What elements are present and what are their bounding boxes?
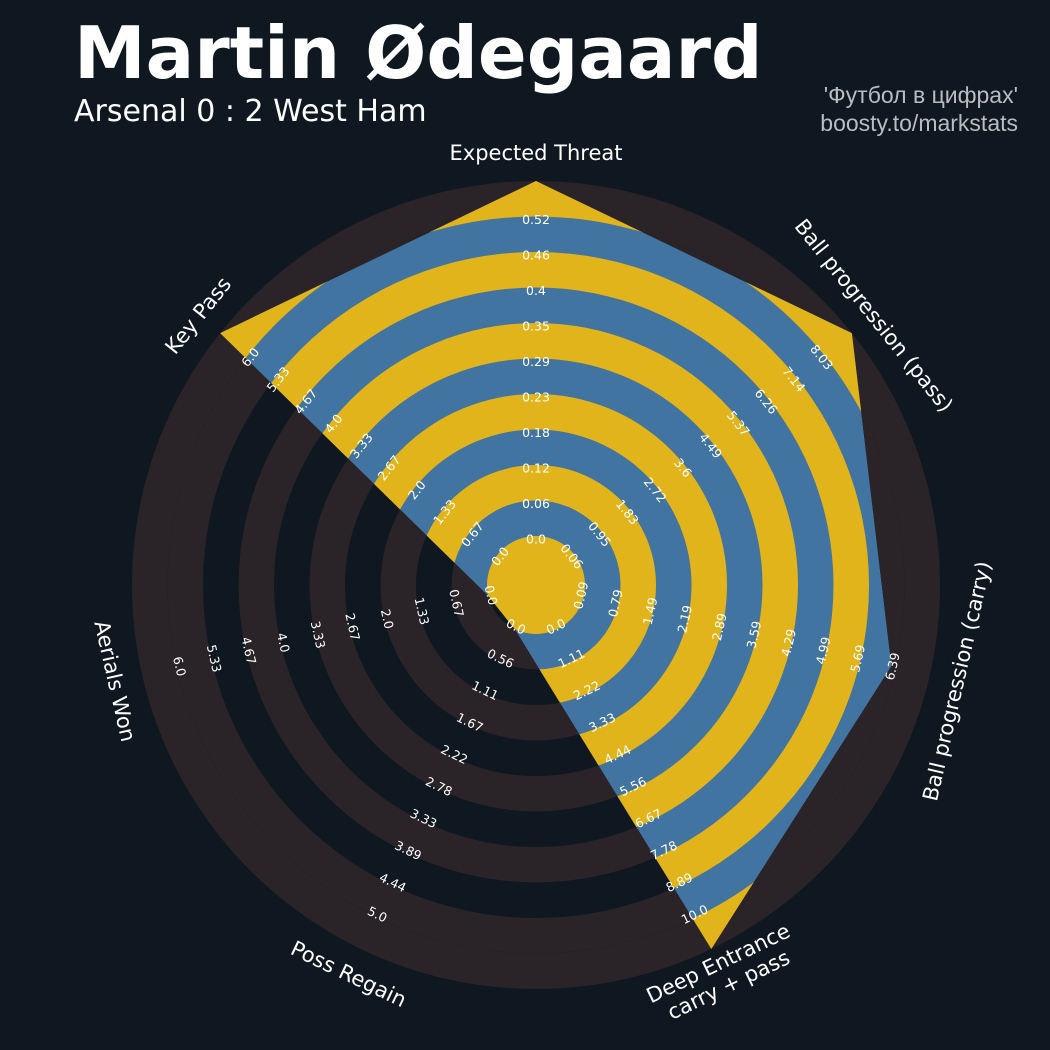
tick-label: 0.18 <box>522 425 550 440</box>
tick-label: 0.29 <box>522 354 550 369</box>
page-title: Martin Ødegaard <box>74 11 763 95</box>
tick-label: 2.19 <box>674 604 695 635</box>
tick-label: 4.0 <box>274 631 293 654</box>
tick-label: 6.39 <box>882 651 903 682</box>
tick-label: 0.12 <box>522 461 550 476</box>
param-label-line: Aerials Won <box>89 618 140 744</box>
param-label: Expected Threat <box>450 141 623 165</box>
tick-label: 0.35 <box>522 319 550 334</box>
tick-label: 1.33 <box>412 596 433 626</box>
tick-label: 0.4 <box>526 283 546 298</box>
tick-label: 0.79 <box>605 588 626 619</box>
tick-label: 2.0 <box>378 608 397 631</box>
tick-label: 5.69 <box>847 643 868 674</box>
tick-label: 0.67 <box>446 588 467 618</box>
tick-label: 4.99 <box>813 635 834 666</box>
tick-label: 0.46 <box>522 248 550 263</box>
player-ring-band <box>487 536 585 634</box>
tick-label: 1.49 <box>640 596 661 627</box>
match-subtitle: Arsenal 0 : 2 West Ham <box>74 94 427 129</box>
tick-label: 4.67 <box>238 635 259 665</box>
tick-label: 5.33 <box>204 643 225 673</box>
tick-label: 2.89 <box>709 612 730 643</box>
tick-label: 2.67 <box>342 612 363 642</box>
param-label: Aerials Won <box>89 618 140 744</box>
tick-label: 0.0 <box>526 532 546 547</box>
credit-line-2: boosty.to/markstats <box>820 109 1018 136</box>
tick-label: 4.29 <box>778 627 799 658</box>
tick-label: 0.0 <box>482 584 501 607</box>
tick-label: 0.06 <box>522 496 550 511</box>
tick-label: 6.0 <box>170 655 189 678</box>
credit-line-1: 'Футбол в цифрах' <box>823 82 1018 108</box>
param-label-line: Expected Threat <box>450 141 623 165</box>
tick-label: 0.52 <box>522 212 550 227</box>
credit: 'Футбол в цифрах' boosty.to/markstats <box>820 82 1018 137</box>
tick-label: 3.33 <box>308 619 329 649</box>
tick-label: 0.23 <box>522 390 550 405</box>
tick-label: 0.09 <box>570 580 591 611</box>
tick-label: 3.59 <box>743 619 764 650</box>
